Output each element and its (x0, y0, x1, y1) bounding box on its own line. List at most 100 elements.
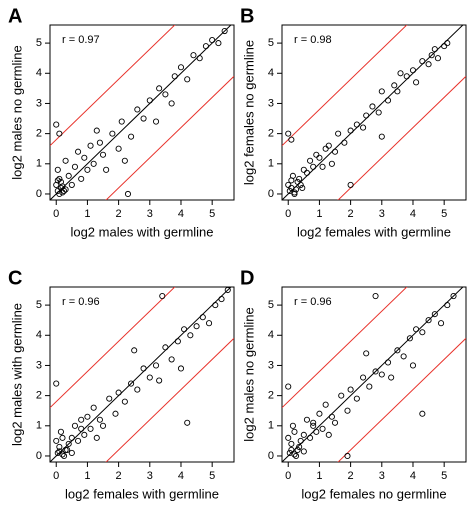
point (103, 166, 110, 173)
point (57, 428, 64, 435)
x-tick-label: 0 (285, 470, 291, 482)
y-tick-label: 4 (268, 67, 274, 79)
point (59, 189, 66, 196)
point (299, 184, 306, 191)
point (319, 163, 326, 170)
point (124, 190, 132, 198)
point (56, 130, 63, 137)
point (366, 383, 373, 390)
point (187, 332, 194, 339)
point (307, 434, 314, 441)
point (363, 350, 370, 357)
point (106, 395, 113, 402)
point (391, 82, 398, 89)
point (68, 181, 75, 188)
point (409, 362, 417, 369)
annotation: r = 0.98 (294, 34, 332, 46)
x-tick-label: 0 (285, 208, 291, 220)
y-tick-label: 0 (268, 188, 274, 200)
point (419, 410, 426, 417)
y-tick-label: 1 (268, 420, 274, 432)
y-tick-label: 5 (36, 299, 42, 311)
y-tick-label: 0 (36, 450, 42, 462)
point (128, 380, 135, 387)
point (121, 157, 128, 164)
x-tick-label: 4 (410, 208, 416, 220)
point (134, 106, 141, 113)
panel-letter: B (240, 5, 254, 27)
x-tick-label: 5 (209, 208, 215, 220)
point (93, 434, 100, 441)
point (394, 347, 401, 354)
point (409, 67, 417, 74)
point (310, 163, 317, 170)
panel: Br = 0.98 log2 females with germline log2 … (240, 5, 467, 239)
reference-line (50, 287, 232, 462)
point (221, 27, 228, 35)
point (56, 175, 63, 182)
point (75, 148, 82, 155)
point (78, 425, 85, 432)
reference-line (337, 337, 466, 462)
point (218, 296, 225, 303)
annotation: r = 0.97 (62, 34, 100, 46)
point (375, 109, 382, 116)
point (292, 452, 300, 460)
reference-line (50, 25, 176, 147)
reference-line (282, 287, 408, 409)
point (325, 142, 332, 149)
point (428, 52, 435, 59)
point (444, 302, 451, 309)
point (224, 287, 231, 294)
point (56, 190, 63, 198)
point (115, 389, 122, 396)
point (291, 451, 298, 458)
point (291, 190, 298, 198)
reference-line (105, 337, 234, 462)
point (325, 431, 332, 438)
point (53, 380, 60, 387)
point (285, 181, 292, 188)
reference-line (282, 287, 464, 462)
panel: Dr = 0.96 log2 females no germline log2 ma… (240, 267, 467, 501)
point (54, 177, 61, 184)
point (294, 446, 301, 453)
point (285, 130, 292, 137)
point (199, 314, 206, 321)
point (378, 371, 385, 378)
x-tick-label: 1 (316, 208, 322, 220)
point (146, 374, 153, 381)
x-axis-label: log2 females no germline (301, 486, 446, 501)
x-tick-label: 5 (209, 470, 215, 482)
y-tick-label: 5 (268, 299, 274, 311)
point (353, 121, 360, 128)
plot-area (282, 287, 466, 462)
point (177, 365, 185, 372)
point (397, 70, 404, 77)
point (65, 172, 72, 179)
plot-area (282, 25, 466, 200)
point (360, 124, 367, 131)
point (54, 166, 61, 173)
point (372, 293, 379, 300)
reference-line (50, 287, 176, 409)
point (296, 443, 303, 450)
point (215, 40, 222, 47)
point (96, 416, 103, 423)
x-tick-label: 5 (441, 208, 447, 220)
point (84, 166, 91, 173)
point (378, 88, 385, 95)
y-tick-label: 3 (268, 359, 274, 371)
point (71, 163, 78, 170)
point (78, 416, 85, 423)
point (84, 413, 91, 420)
plot-area (50, 25, 234, 200)
point (140, 365, 147, 372)
reference-line (50, 25, 232, 200)
point (168, 356, 175, 363)
point (400, 353, 407, 360)
point (328, 160, 335, 167)
point (394, 88, 401, 95)
point (146, 97, 153, 104)
point (406, 335, 413, 342)
